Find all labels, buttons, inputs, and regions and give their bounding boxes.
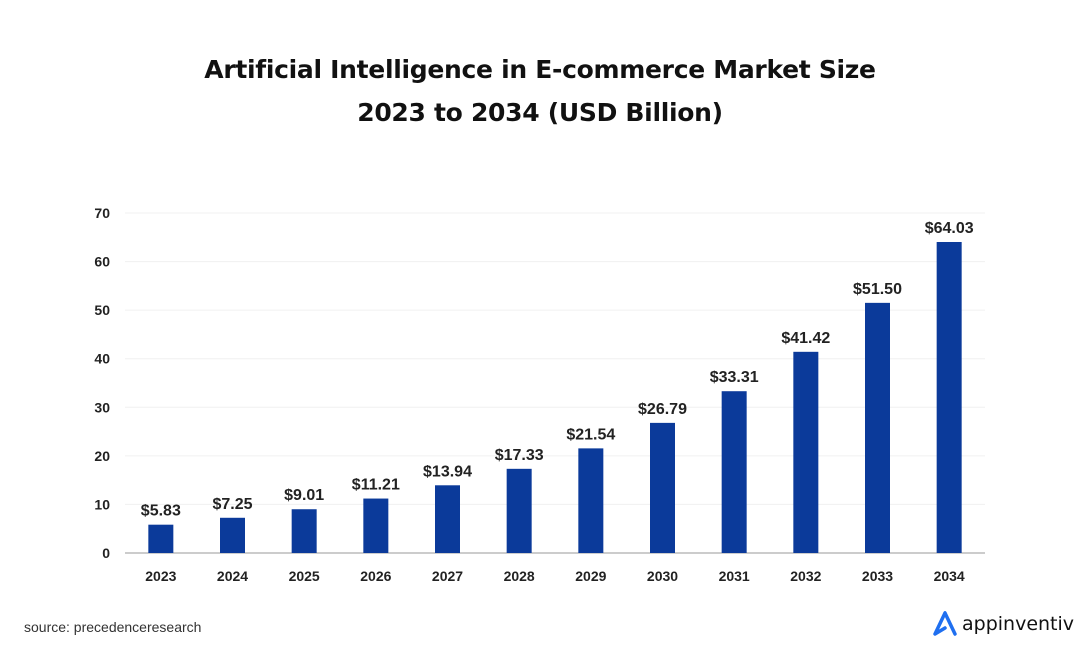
data-label: $13.94 (423, 463, 472, 480)
data-label: $17.33 (495, 447, 544, 464)
bar-2026 (363, 498, 389, 553)
bar-2028 (506, 468, 532, 553)
x-tick-label: 2032 (790, 568, 821, 584)
y-tick-label: 10 (94, 496, 110, 512)
chart-subtitle: 2023 to 2034 (USD Billion) (357, 98, 723, 127)
data-label: $5.83 (141, 503, 181, 520)
y-tick-label: 0 (102, 545, 110, 561)
y-tick-label: 20 (94, 448, 110, 464)
x-tick-label: 2024 (217, 568, 248, 584)
bar-2023 (148, 524, 174, 553)
data-label: $9.01 (284, 487, 324, 504)
y-tick-label: 70 (94, 205, 110, 221)
appinventiv-logo: appinventiv (932, 611, 1074, 637)
bar-2025 (291, 509, 317, 553)
data-label: $21.54 (566, 426, 615, 443)
x-tick-label: 2033 (862, 568, 893, 584)
data-label: $41.42 (781, 330, 830, 347)
x-tick-label: 2027 (432, 568, 463, 584)
bar-2027 (435, 485, 460, 553)
source-note: source: precedenceresearch (24, 619, 202, 635)
bar-2024 (220, 517, 245, 553)
x-tick-label: 2026 (360, 568, 391, 584)
logo-text: appinventiv (962, 613, 1075, 635)
bar-2034 (936, 241, 962, 554)
bar-2029 (578, 448, 604, 553)
y-tick-label: 50 (94, 302, 110, 318)
appinventiv-logo-icon (933, 611, 957, 636)
y-tick-label: 60 (94, 254, 110, 270)
x-tick-label: 2029 (575, 568, 606, 584)
y-tick-label: 30 (94, 399, 110, 415)
x-tick-label: 2025 (289, 568, 320, 584)
x-tick-label: 2030 (647, 568, 678, 584)
bar-2032 (793, 351, 819, 553)
data-label: $64.03 (925, 220, 974, 237)
data-label: $11.21 (352, 477, 400, 494)
data-label: $51.50 (853, 281, 902, 298)
data-label: $7.25 (212, 496, 252, 513)
x-tick-label: 2034 (934, 568, 965, 584)
bar-2031 (721, 391, 747, 553)
data-label: $26.79 (638, 401, 687, 418)
x-tick-label: 2023 (145, 568, 176, 584)
chart-title: Artificial Intelligence in E-commerce Ma… (204, 55, 876, 84)
x-tick-label: 2028 (504, 568, 535, 584)
x-tick-label: 2031 (719, 568, 750, 584)
bar-2030 (650, 422, 675, 553)
y-tick-label: 40 (94, 351, 110, 367)
data-label: $33.31 (710, 369, 759, 386)
bar-2033 (865, 302, 890, 553)
